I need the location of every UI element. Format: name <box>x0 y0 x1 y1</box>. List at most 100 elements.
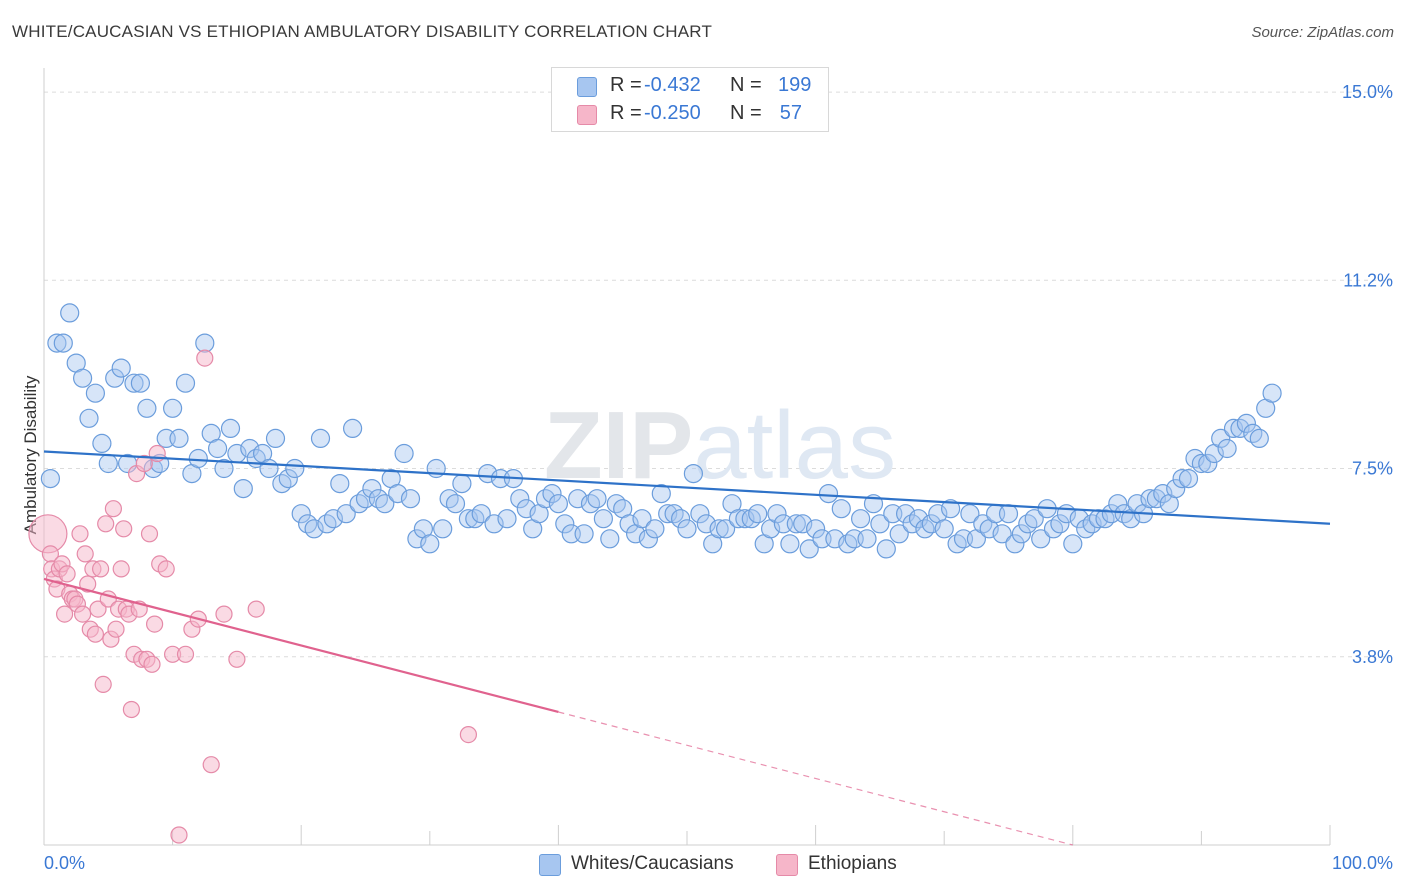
whites-point <box>831 499 851 519</box>
stats-row-whites: R = -0.432 N = 199 <box>552 72 828 100</box>
whites-point <box>92 433 112 453</box>
whites-point <box>400 489 421 509</box>
whites-point <box>1262 383 1282 403</box>
n-value: 199 <box>778 74 812 96</box>
whites-point <box>735 509 755 529</box>
whites-point <box>1249 428 1269 448</box>
whites-point <box>195 333 215 353</box>
whites-point <box>1230 418 1250 438</box>
stats-row-ethiopians: R = -0.250 N = 57 <box>552 100 828 128</box>
whites-point <box>664 504 684 524</box>
whites-point <box>870 514 890 534</box>
ethiopians-point <box>71 525 89 543</box>
whites-point <box>1236 413 1257 433</box>
whites-point <box>940 499 961 519</box>
ethiopians-point <box>140 525 159 543</box>
whites-point <box>548 494 569 514</box>
whites-point <box>580 494 601 514</box>
whites-point <box>272 474 292 494</box>
whites-point <box>555 514 575 534</box>
whites-point <box>304 519 324 539</box>
r-value: -0.432 <box>644 74 701 96</box>
whites-point <box>780 534 800 554</box>
whites-point <box>445 494 466 514</box>
whites-point <box>850 509 871 529</box>
whites-point <box>478 464 498 484</box>
ethiopians-point <box>122 700 140 719</box>
whites-point <box>233 479 253 499</box>
whites-point <box>53 333 73 353</box>
whites-point <box>175 373 196 393</box>
ethiopians-point <box>459 725 477 744</box>
ethiopians-swatch <box>577 105 597 125</box>
whites-point <box>1095 509 1115 529</box>
whites-point <box>85 383 106 403</box>
r-label: R = <box>610 74 642 96</box>
x-tick-labels: 0.0% 100.0% <box>44 853 1393 873</box>
whites-point <box>111 358 131 378</box>
whites-point <box>259 458 279 479</box>
whites-legend-label: Whites/Caucasians <box>571 853 734 874</box>
ethiopians-point <box>146 615 164 633</box>
whites-point <box>72 368 93 388</box>
ethiopians-point <box>135 454 153 473</box>
whites-point <box>240 438 260 459</box>
whites-point <box>786 514 806 534</box>
whites-point <box>645 519 665 539</box>
whites-point <box>265 428 286 448</box>
whites-point <box>876 539 896 559</box>
whites-point <box>1140 489 1160 509</box>
whites-point <box>799 539 819 559</box>
ethiopians-trend-extension <box>558 711 1073 846</box>
whites-point <box>40 469 61 489</box>
ethiopians-point <box>157 560 175 578</box>
whites-swatch <box>577 77 597 97</box>
ethiopians-point <box>58 565 76 583</box>
whites-point <box>838 534 858 554</box>
whites-point <box>79 408 99 428</box>
stats-legend: R = -0.432 N = 199 R = -0.250 N = 57 <box>551 67 829 132</box>
ethiopians-point <box>86 625 105 643</box>
y-tick-label: 7.5% <box>1352 459 1393 479</box>
whites-points <box>40 303 1282 559</box>
whites-point <box>458 509 478 529</box>
whites-point <box>452 474 472 494</box>
whites-point <box>130 373 150 393</box>
watermark: ZIPatlas <box>544 392 896 499</box>
source-label: Source: ZipAtlas.com <box>1251 24 1394 41</box>
ethiopians-point <box>215 605 233 623</box>
whites-point <box>208 438 228 459</box>
whites-point <box>690 504 710 524</box>
whites-point <box>375 494 395 514</box>
y-axis-label: Ambulatory Disability <box>21 375 40 534</box>
whites-point <box>368 489 388 509</box>
y-tick-label: 11.2% <box>1343 270 1393 290</box>
whites-point <box>1211 428 1231 448</box>
ethiopians-point <box>55 605 74 623</box>
x-tick-label: 100.0% <box>1332 853 1393 873</box>
whites-point <box>497 509 517 529</box>
whites-point <box>1024 509 1044 529</box>
whites-point <box>947 534 967 554</box>
whites-point <box>805 519 826 539</box>
ethiopians-point <box>73 605 92 623</box>
whites-point <box>998 504 1019 524</box>
y-tick-label: 15.0% <box>1342 82 1393 102</box>
whites-point <box>677 519 697 539</box>
r-label: R = <box>610 102 642 124</box>
whites-point <box>278 469 298 489</box>
whites-point <box>124 373 144 393</box>
whites-point <box>1166 479 1186 499</box>
whites-point <box>1031 529 1051 549</box>
ethiopians-point <box>112 560 130 578</box>
legend-item-whites[interactable]: Whites/Caucasians <box>539 853 759 877</box>
whites-point <box>1050 514 1070 534</box>
whites-point <box>1043 519 1064 539</box>
whites-point <box>1063 534 1083 554</box>
legend-item-ethiopians[interactable]: Ethiopians <box>776 853 916 877</box>
whites-point <box>1005 534 1025 554</box>
whites-point <box>291 504 311 524</box>
ethiopians-point <box>104 500 123 518</box>
whites-point <box>748 504 768 524</box>
